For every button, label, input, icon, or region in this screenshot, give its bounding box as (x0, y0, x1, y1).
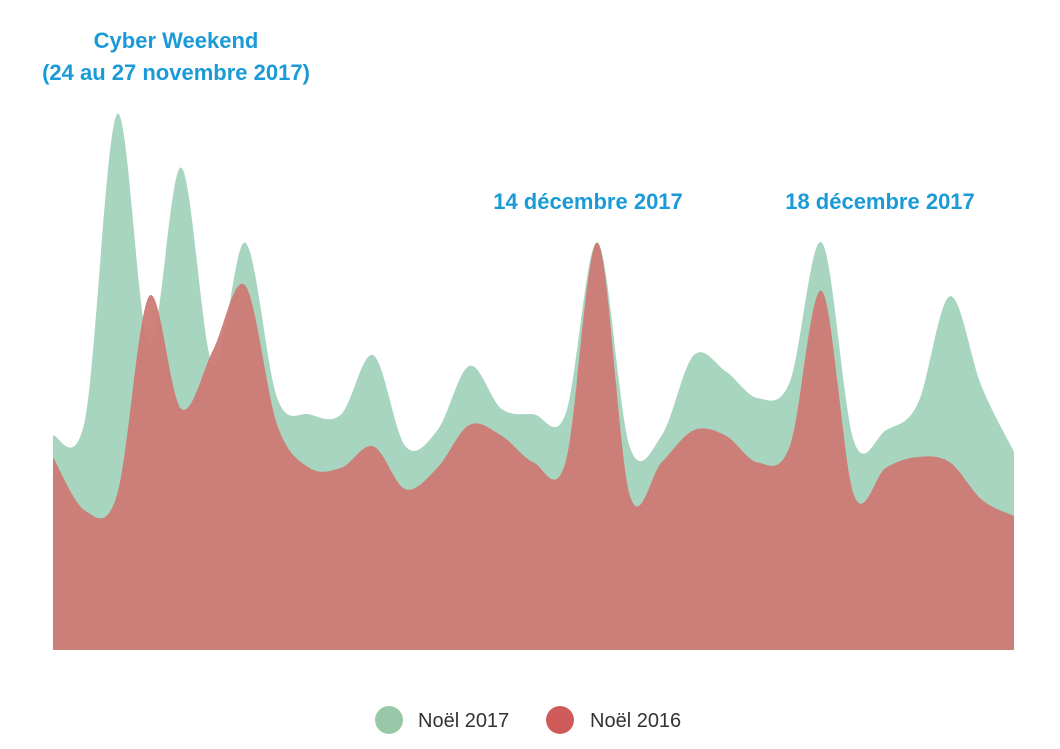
area-no-l-2016 (53, 242, 1014, 651)
legend-item-noel-2017[interactable]: Noël 2017 (375, 706, 509, 734)
annotation-cyber-weekend-dates: (24 au 27 novembre 2017) (42, 60, 310, 85)
legend-label-noel-2017: Noël 2017 (418, 710, 509, 732)
annotation-14-decembre: 14 décembre 2017 (493, 189, 683, 214)
legend: Noël 2017 Noël 2016 (375, 706, 681, 734)
annotation-18-decembre: 18 décembre 2017 (785, 189, 975, 214)
legend-label-noel-2016: Noël 2016 (590, 710, 681, 732)
areas-layer (53, 113, 1014, 651)
annotation-cyber-weekend: Cyber Weekend (94, 28, 259, 53)
legend-item-noel-2016[interactable]: Noël 2016 (546, 706, 681, 734)
annotations-layer: Cyber Weekend (24 au 27 novembre 2017) 1… (42, 28, 975, 214)
legend-swatch-noel-2017 (375, 706, 403, 734)
legend-swatch-noel-2016 (546, 706, 574, 734)
